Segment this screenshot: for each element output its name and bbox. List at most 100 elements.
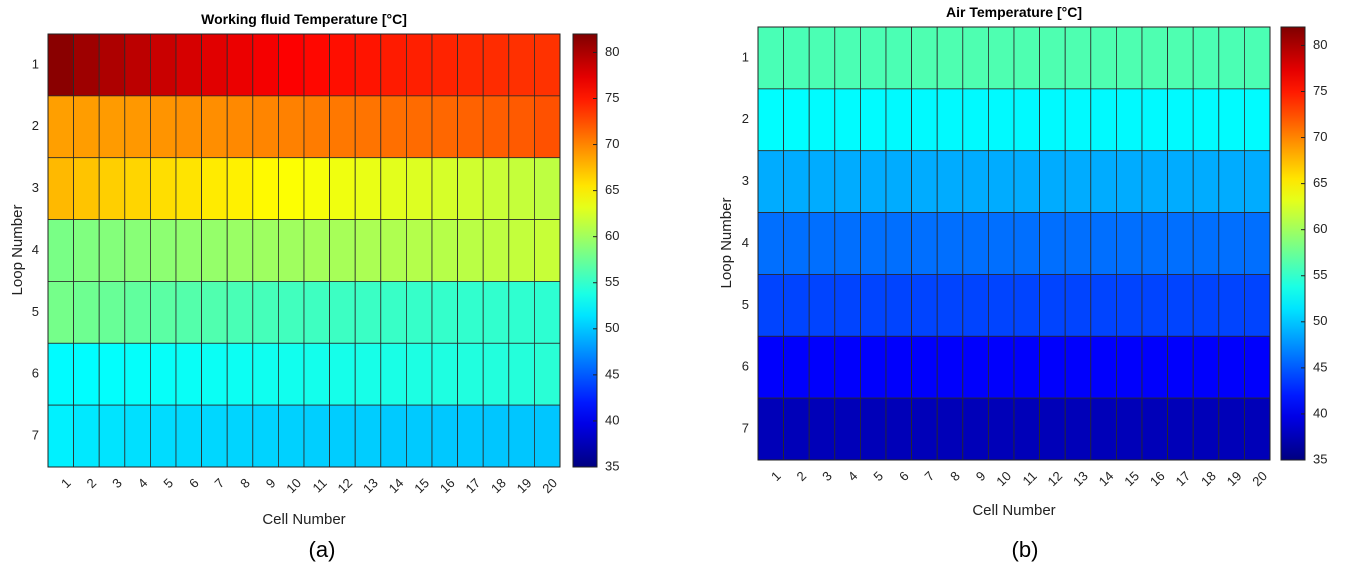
x-tick-label: 1 [58, 475, 74, 491]
panel-label: (a) [309, 537, 336, 562]
panel-label: (b) [1012, 537, 1039, 562]
heatmap-cell [380, 219, 407, 282]
heatmap-cell [508, 404, 535, 468]
heatmap-cell [73, 281, 100, 344]
heatmap-cell [457, 342, 484, 406]
heatmap-cell [303, 404, 331, 468]
heatmap-cell [201, 404, 228, 468]
heatmap-cell [1167, 335, 1194, 399]
heatmap-cell [1090, 335, 1117, 399]
heatmap-cell [808, 212, 836, 275]
heatmap-cell [1244, 26, 1271, 90]
heatmap-cell [834, 150, 861, 213]
heatmap-cell [98, 33, 126, 97]
heatmap-cell [1116, 274, 1143, 337]
heatmap-cell [405, 404, 433, 468]
heatmap-cell [988, 26, 1015, 90]
y-axis-label: Loop Number [9, 205, 26, 296]
heatmap-cell [1167, 26, 1194, 90]
heatmap-cell [98, 219, 126, 282]
x-tick-label: 19 [514, 475, 535, 496]
x-tick-label: 2 [84, 475, 100, 491]
heatmap-cell [911, 335, 938, 399]
x-tick-label: 7 [922, 468, 938, 484]
heatmap-cell [482, 157, 510, 220]
heatmap-cell [860, 88, 887, 152]
heatmap-cell [277, 219, 305, 282]
heatmap-cell [783, 26, 810, 90]
colorbar-tick-label: 80 [1313, 37, 1327, 52]
heatmap-cell [988, 212, 1015, 275]
heatmap-cell [988, 274, 1015, 337]
y-tick-label: 7 [32, 428, 39, 443]
y-axis-label: Loop Number [718, 198, 735, 289]
heatmap-cell [962, 212, 989, 275]
heatmap-cell [834, 212, 861, 275]
heatmap-cell [431, 281, 459, 344]
heatmap-cell [303, 342, 331, 406]
y-tick-label: 4 [32, 242, 39, 257]
heatmap-cell [534, 404, 561, 468]
heatmap-cell [508, 33, 535, 97]
heatmap-cell [757, 274, 785, 337]
heatmap-cell [1218, 335, 1245, 399]
heatmap-cell [508, 95, 535, 159]
heatmap-cell [252, 404, 279, 468]
heatmap-cell [1013, 150, 1041, 213]
heatmap-cell [911, 274, 938, 337]
heatmap-cell [1039, 88, 1066, 152]
heatmap-cell [1192, 274, 1220, 337]
heatmap-cell [1192, 88, 1220, 152]
heatmap-cell [860, 274, 887, 337]
heatmap-cell [988, 397, 1015, 461]
heatmap-cell [457, 33, 484, 97]
x-tick-label: 5 [870, 468, 886, 484]
x-tick-label: 15 [411, 475, 432, 496]
colorbar [1280, 26, 1306, 461]
x-tick-label: 9 [263, 475, 279, 491]
heatmap-cell [508, 157, 535, 220]
heatmap-cell [1090, 274, 1117, 337]
heatmap-cell [808, 397, 836, 461]
heatmap-cell [226, 33, 254, 97]
heatmap-cell [1064, 150, 1092, 213]
heatmap-cell [354, 342, 382, 406]
heatmap-cell [175, 281, 203, 344]
heatmap-cell [808, 335, 836, 399]
heatmap-cell [1039, 212, 1066, 275]
y-tick-label: 7 [742, 421, 749, 436]
heatmap-cell [962, 26, 989, 90]
heatmap-cell [860, 335, 887, 399]
heatmap-cell [1116, 397, 1143, 461]
x-tick-label: 17 [462, 475, 483, 496]
heatmap-cell [936, 397, 964, 461]
colorbar-tick-label: 75 [605, 90, 619, 105]
heatmap-cell [534, 157, 561, 220]
y-tick-label: 6 [742, 359, 749, 374]
heatmap-cell [860, 26, 887, 90]
heatmap-cell [885, 274, 913, 337]
heatmap-cell [47, 404, 75, 468]
heatmap-cell [757, 88, 785, 152]
heatmap-cell [47, 95, 75, 159]
heatmap-cell [1116, 212, 1143, 275]
heatmap-cell [911, 150, 938, 213]
heatmap-cell [457, 404, 484, 468]
heatmap-cell [1167, 274, 1194, 337]
x-tick-label: 18 [1198, 468, 1219, 489]
heatmap-cell [783, 150, 810, 213]
plot-frame [757, 26, 1271, 461]
heatmap-cell [149, 33, 177, 97]
heatmap-cell [175, 95, 203, 159]
heatmap-cell [354, 157, 382, 220]
heatmap-cell [1167, 397, 1194, 461]
heatmap-cell [1039, 397, 1066, 461]
heatmap-cell [175, 219, 203, 282]
heatmap-cell [1064, 274, 1092, 337]
heatmap-cell [175, 33, 203, 97]
heatmap-cell [277, 404, 305, 468]
heatmap-cell [329, 342, 356, 406]
heatmap-cell [1064, 88, 1092, 152]
heatmap-cell [252, 95, 279, 159]
x-tick-label: 14 [386, 475, 407, 496]
